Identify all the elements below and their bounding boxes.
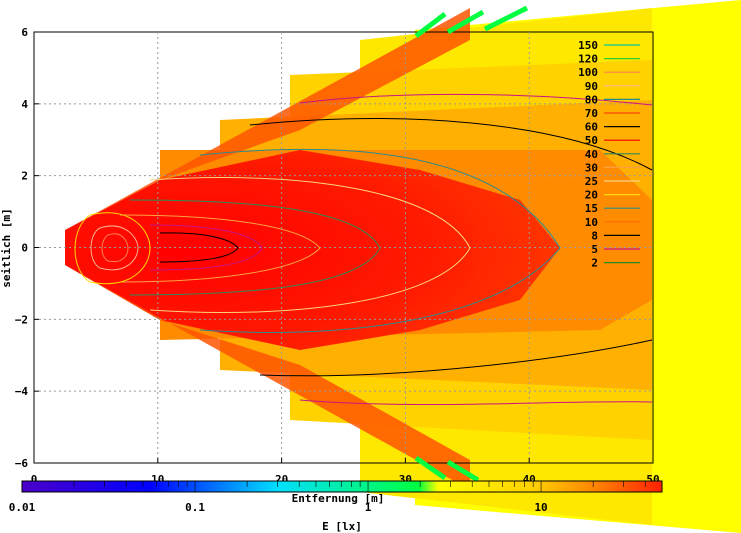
legend-label: 8 — [591, 229, 598, 242]
colorbar-ticks: 0.01 0.1 1 10 — [9, 481, 663, 514]
y-tick-label: 4 — [21, 98, 28, 111]
contour-20 — [119, 214, 321, 283]
legend-label: 30 — [585, 161, 598, 174]
legend-label: 60 — [585, 121, 598, 134]
edge-mark-bottom-1 — [414, 455, 447, 481]
legend-label: 40 — [585, 148, 598, 161]
legend-label: 10 — [585, 216, 598, 229]
colorbar-tick-label: 1 — [365, 501, 372, 514]
legend-label: 120 — [578, 53, 598, 66]
y-tick-label: −6 — [15, 457, 29, 470]
legend-label: 100 — [578, 66, 598, 79]
legend-label: 15 — [585, 202, 598, 215]
legend-label: 25 — [585, 175, 598, 188]
legend-label: 80 — [585, 93, 598, 106]
contour-25 — [149, 224, 263, 271]
contour-50 — [90, 225, 139, 271]
legend-label: 2 — [591, 257, 598, 270]
edge-mark-top-1 — [414, 12, 447, 38]
contour-10 — [149, 177, 471, 313]
colorbar-label: E [lx] — [322, 520, 362, 533]
legend-label: 150 — [578, 39, 598, 52]
beam-core — [65, 150, 560, 350]
edge-marks — [414, 5, 529, 483]
contour-2 — [299, 93, 653, 106]
beam-edge-top — [65, 8, 470, 230]
contour-40 — [74, 212, 151, 285]
contour-2-bottom — [299, 399, 653, 406]
legend-label: 70 — [585, 107, 598, 120]
contour-8 — [199, 148, 561, 333]
legend-label: 5 — [591, 243, 598, 256]
contour-60 — [101, 233, 129, 263]
beam-heatmap — [65, 0, 741, 533]
y-tick-label: −4 — [15, 385, 29, 398]
contour-5-bottom — [259, 339, 653, 377]
y-axis-ticks: −6 −4 −2 0 2 4 6 — [15, 26, 39, 470]
x-axis-label: Entfernung [m] — [292, 492, 385, 505]
colorbar: 0.01 0.1 1 10 E [lx] — [9, 480, 663, 533]
beam-edge-bottom — [65, 265, 470, 490]
edge-mark-bottom-2 — [446, 459, 480, 483]
colorbar-gradient — [21, 480, 663, 493]
edge-mark-top-3 — [483, 5, 529, 32]
y-tick-label: 0 — [21, 242, 28, 255]
colorbar-tick-label: 0.1 — [185, 501, 205, 514]
legend-label: 20 — [585, 189, 598, 202]
y-tick-label: −2 — [15, 313, 28, 326]
y-tick-label: 2 — [21, 170, 28, 183]
contour-15 — [129, 199, 381, 296]
legend-label: 50 — [585, 134, 598, 147]
x-tick-label: 0 — [31, 473, 38, 486]
contour-30 — [159, 232, 239, 263]
legend-label: 90 — [585, 80, 598, 93]
plot-frame — [33, 31, 654, 464]
colorbar-tick-label: 0.01 — [9, 501, 36, 514]
contour-5 — [249, 118, 653, 171]
y-axis-label: seitlich [m] — [0, 208, 13, 287]
edge-mark-top-2 — [446, 9, 485, 35]
contour-lines — [74, 93, 653, 406]
colorbar-tick-label: 10 — [534, 501, 547, 514]
y-tick-label: 6 — [21, 26, 28, 39]
grid-lines — [34, 32, 653, 463]
